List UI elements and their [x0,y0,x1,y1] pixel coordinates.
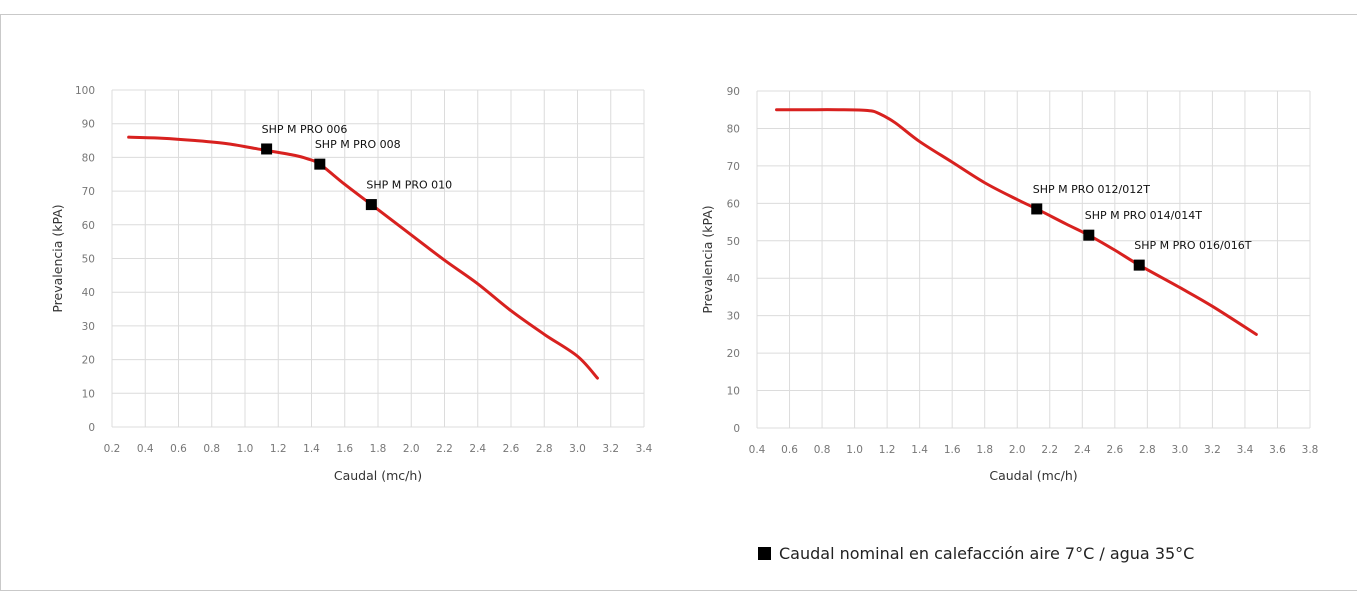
y-axis-label: Prevalencia (kPA) [700,205,715,313]
x-tick-label: 0.4 [749,444,766,456]
y-tick-label: 50 [727,236,740,248]
x-tick-label: 3.8 [1302,444,1319,456]
nominal-flow-marker [1031,203,1043,215]
x-tick-label: 2.6 [503,443,520,455]
y-tick-label: 30 [82,321,95,333]
x-tick-label: 0.2 [104,443,121,455]
legend-square-marker [758,547,771,560]
x-axis-label: Caudal (mc/h) [334,468,422,483]
model-label: SHP M PRO 008 [315,138,401,151]
nominal-flow-marker [1133,259,1145,271]
x-tick-label: 1.2 [270,443,287,455]
legend-text: Caudal nominal en calefacción aire 7°C /… [779,544,1195,563]
x-tick-label: 1.8 [370,443,387,455]
model-label: SHP M PRO 006 [262,123,348,136]
x-tick-label: 2.2 [1041,444,1058,456]
y-tick-label: 20 [82,355,95,367]
x-tick-label: 3.2 [602,443,619,455]
x-tick-label: 3.0 [1172,444,1189,456]
x-tick-label: 0.4 [137,443,154,455]
x-tick-label: 2.2 [436,443,453,455]
y-tick-label: 70 [82,186,95,198]
figure-frame [0,14,1357,591]
pump-curve-chart-left: 0.2 0.4 0.6 0.8 1.0 1.2 1.4 1.6 1.8 2.0 2.2 2.4 2.6 2… [50,85,653,483]
chart-legend: Caudal nominal en calefacción aire 7°C /… [758,544,1194,563]
x-tick-label: 2.4 [1074,444,1091,456]
flow-curve-line [127,135,599,380]
x-tick-label: 1.4 [911,444,928,456]
y-tick-label: 70 [727,161,740,173]
pump-curve-chart-right: 0.4 0.6 0.8 1.0 1.2 1.4 1.6 1.8 2.0 2.2 2.4 2.6 2.8 3… [700,86,1318,483]
y-tick-label: 0 [88,422,95,434]
model-label: SHP M PRO 016/016T [1134,239,1251,252]
y-tick-label: 80 [727,123,740,135]
nominal-flow-marker [261,143,273,155]
x-tick-label: 1.0 [237,443,254,455]
x-tick-label: 3.4 [1237,444,1254,456]
x-tick-label: 3.6 [1269,444,1286,456]
x-tick-label: 0.6 [781,444,798,456]
nominal-flow-marker [314,158,326,170]
x-tick-label: 2.4 [469,443,486,455]
y-tick-label: 10 [82,388,95,400]
x-tick-label: 3.0 [569,443,586,455]
y-tick-label: 100 [75,85,95,97]
x-tick-label: 0.6 [170,443,187,455]
y-tick-label: 80 [82,152,95,164]
y-tick-label: 20 [727,348,740,360]
y-axis-label: Prevalencia (kPA) [50,204,65,312]
nominal-flow-marker [1083,229,1095,241]
y-tick-label: 40 [727,273,740,285]
x-tick-label: 3.2 [1204,444,1221,456]
x-axis-label: Caudal (mc/h) [989,468,1077,483]
model-label: SHP M PRO 012/012T [1033,183,1150,196]
x-tick-label: 1.0 [846,444,863,456]
y-tick-label: 60 [727,198,740,210]
x-tick-label: 2.8 [1139,444,1156,456]
x-tick-label: 1.4 [303,443,320,455]
model-label: SHP M PRO 010 [366,179,452,192]
x-tick-label: 2.6 [1106,444,1123,456]
y-tick-label: 40 [82,287,95,299]
x-tick-label: 1.2 [879,444,896,456]
y-tick-label: 90 [727,86,740,98]
x-tick-label: 1.8 [976,444,993,456]
x-tick-label: 0.8 [203,443,220,455]
y-tick-label: 90 [82,119,95,131]
y-tick-label: 50 [82,254,95,266]
x-tick-label: 3.4 [636,443,653,455]
y-tick-label: 60 [82,220,95,232]
x-tick-label: 0.8 [814,444,831,456]
model-label: SHP M PRO 014/014T [1085,209,1202,222]
y-tick-label: 0 [733,423,740,435]
x-tick-label: 2.0 [403,443,420,455]
x-tick-label: 1.6 [336,443,353,455]
nominal-flow-marker [365,199,377,211]
x-tick-label: 2.8 [536,443,553,455]
y-tick-label: 10 [727,386,740,398]
x-tick-label: 1.6 [944,444,961,456]
x-tick-label: 2.0 [1009,444,1026,456]
y-tick-label: 30 [727,311,740,323]
